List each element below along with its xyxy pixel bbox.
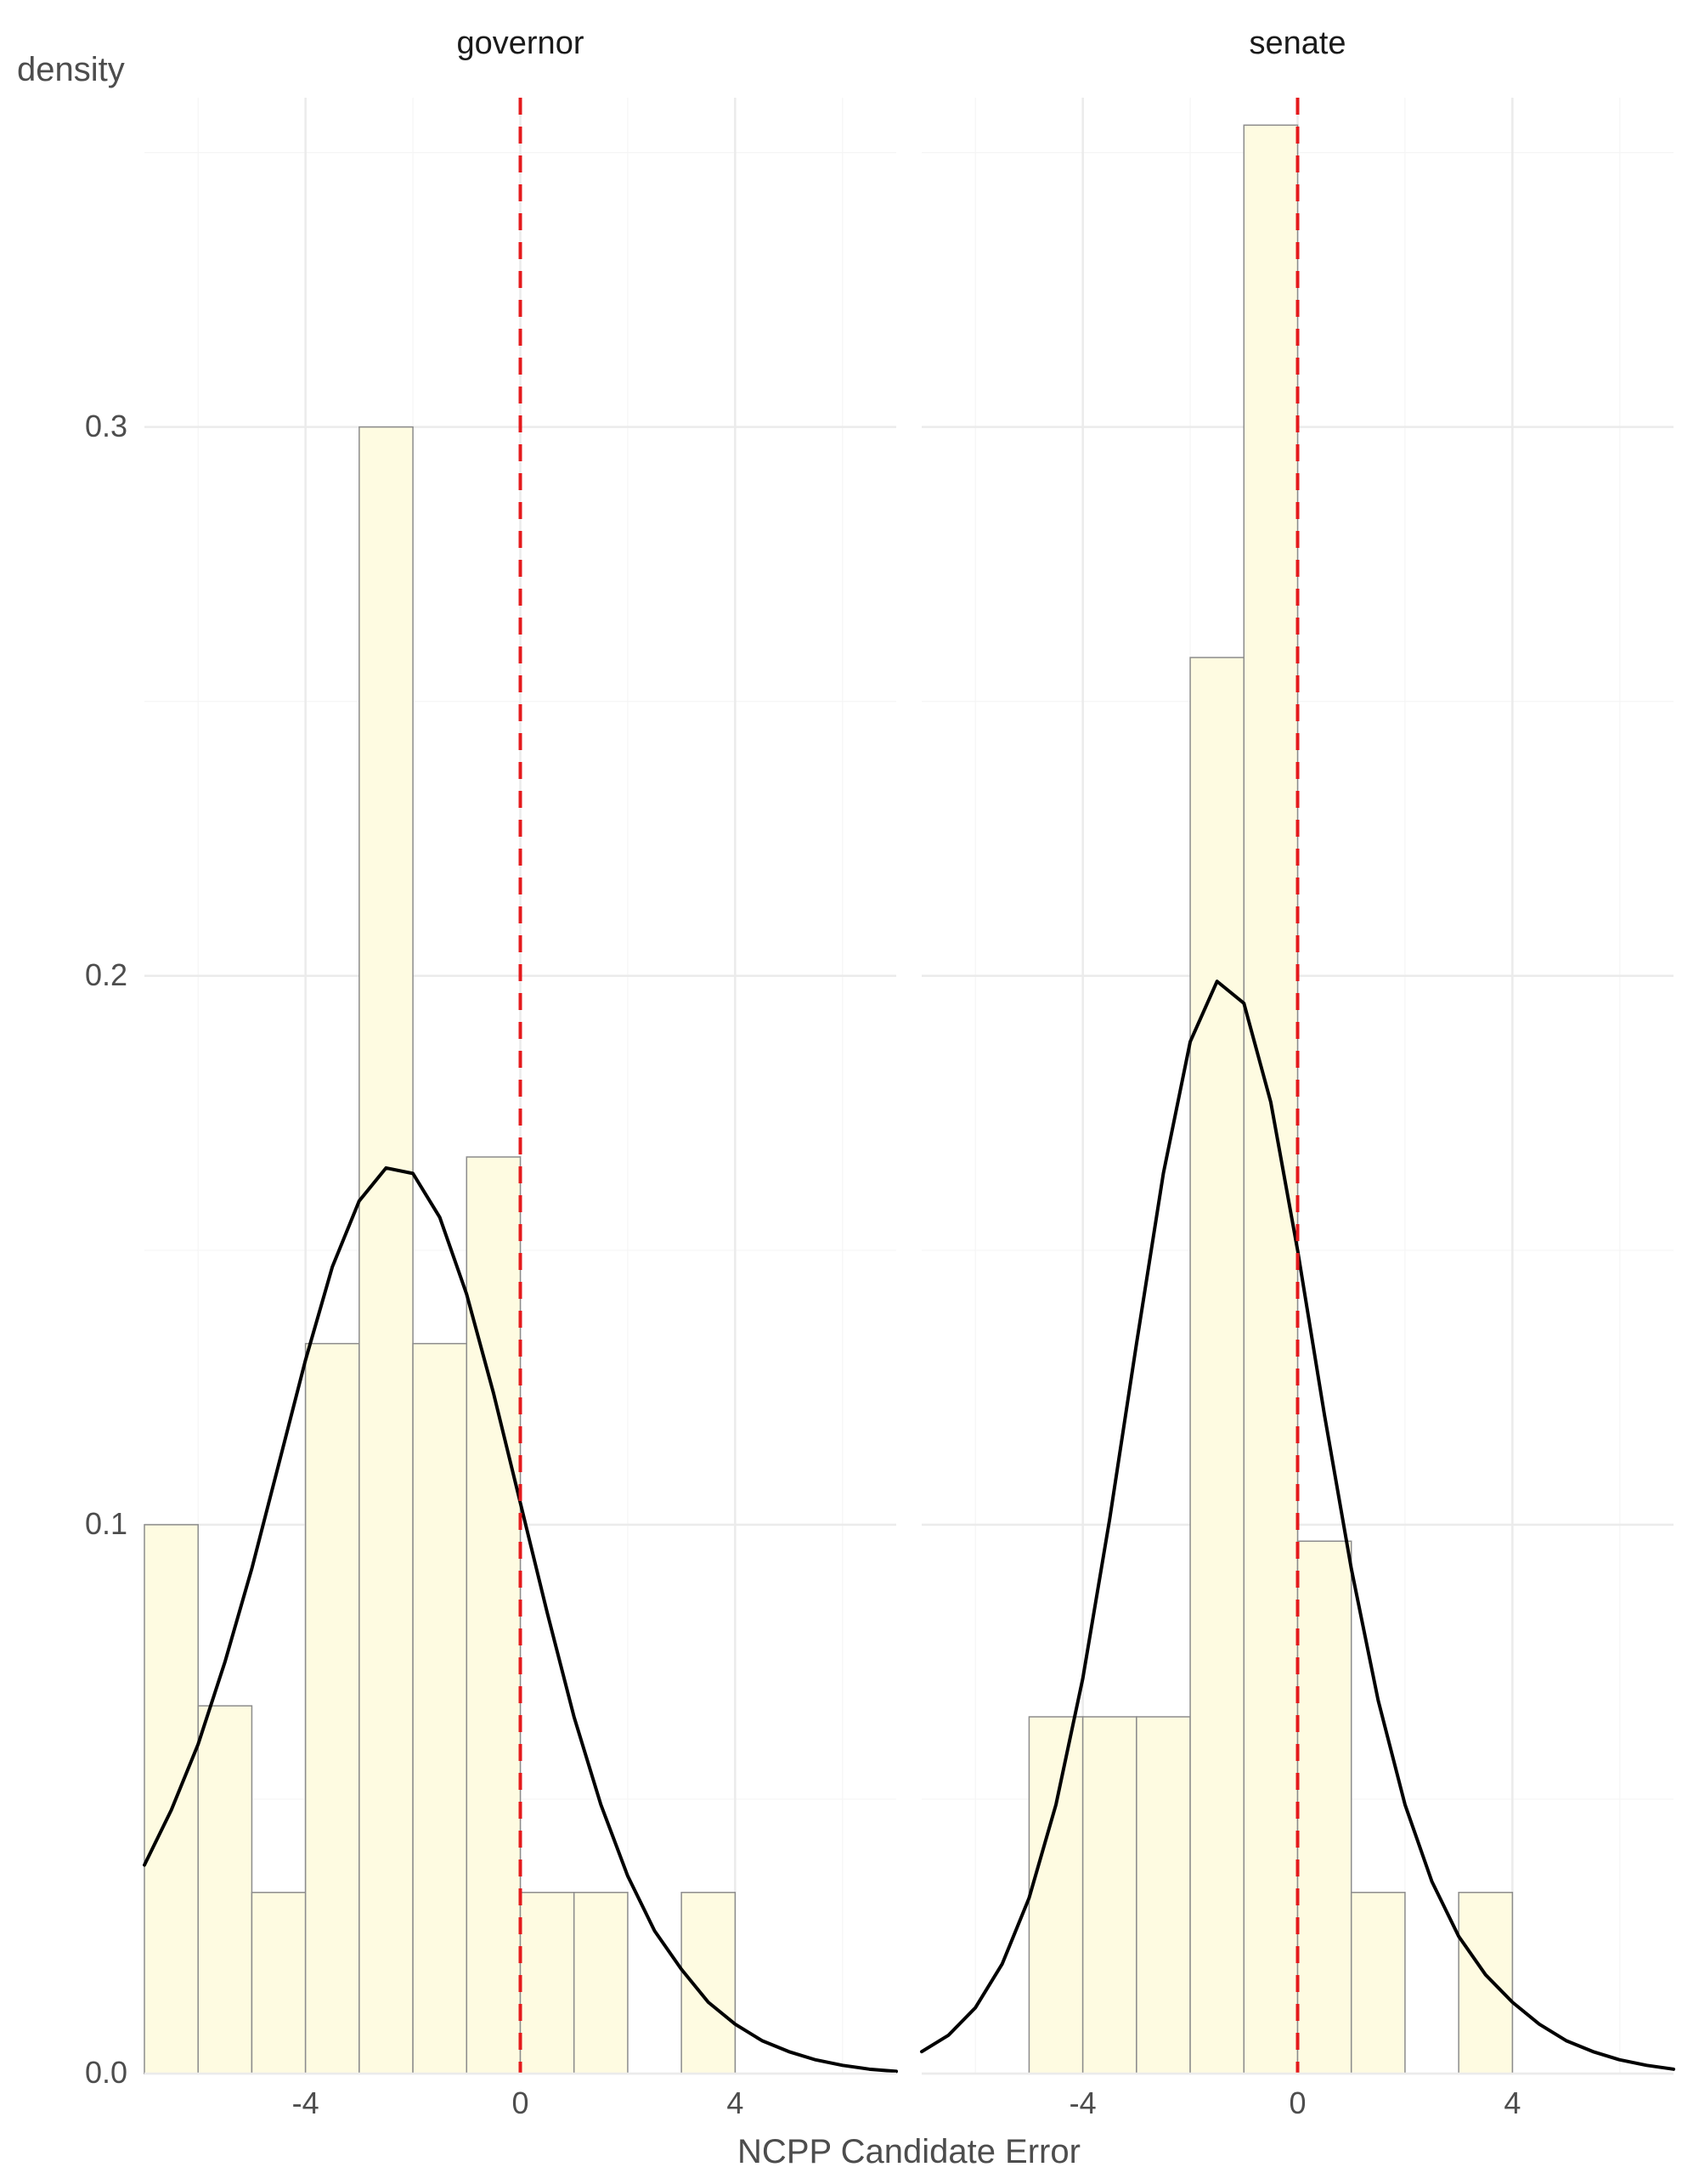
hist-bar: [198, 1706, 251, 2074]
y-tick-label: 0.2: [34, 957, 127, 993]
hist-bar: [1190, 657, 1244, 2074]
x-axis-title: NCPP Candidate Error: [144, 2133, 1674, 2171]
hist-bar: [1137, 1717, 1190, 2074]
figure: density NCPP Candidate Error governor -4 0…: [0, 0, 1699, 2184]
x-tick-label: 0: [470, 2085, 572, 2121]
hist-bar: [144, 1525, 198, 2074]
y-tick-label: 0.3: [34, 409, 127, 444]
hist-bar: [359, 427, 413, 2074]
hist-bar: [681, 1893, 735, 2074]
panel-governor: [144, 98, 896, 2074]
panel-senate: [922, 98, 1674, 2074]
x-tick-label: -4: [1032, 2085, 1134, 2121]
x-tick-label: 4: [1461, 2085, 1563, 2121]
facet-strip-governor: governor: [144, 25, 896, 62]
hist-bar: [574, 1893, 628, 2074]
facet-strip-senate: senate: [922, 25, 1674, 62]
hist-bar: [1459, 1893, 1512, 2074]
hist-bar: [466, 1157, 520, 2074]
hist-bar: [1298, 1541, 1352, 2074]
x-tick-label: 0: [1247, 2085, 1349, 2121]
hist-bar: [1352, 1893, 1405, 2074]
hist-bar: [1083, 1717, 1137, 2074]
hist-bar: [1029, 1717, 1082, 2074]
y-tick-label: 0.0: [34, 2055, 127, 2091]
hist-bar: [306, 1344, 359, 2074]
y-axis-title: density: [17, 51, 125, 89]
hist-bar: [521, 1893, 574, 2074]
y-tick-label: 0.1: [34, 1506, 127, 1542]
hist-bar: [251, 1893, 305, 2074]
x-tick-label: 4: [684, 2085, 786, 2121]
x-tick-label: -4: [255, 2085, 357, 2121]
hist-bar: [413, 1344, 466, 2074]
